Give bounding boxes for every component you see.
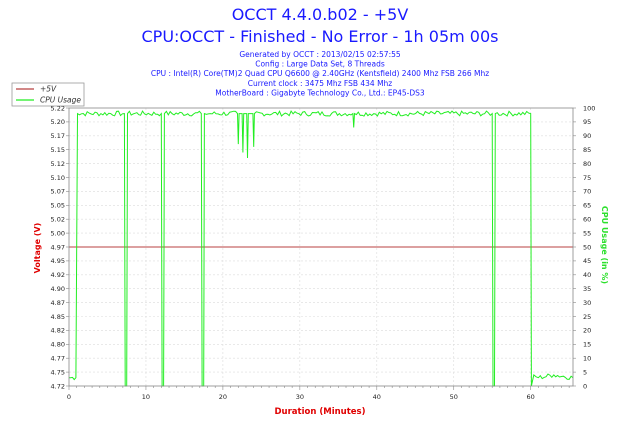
plot-frame	[68, 107, 574, 387]
y-tick-label: 5.17	[51, 132, 65, 140]
x-tick-label: 50	[450, 393, 458, 401]
y2-tick-label: 25	[583, 313, 591, 321]
y2-tick-label: 70	[583, 188, 591, 196]
series-layer	[69, 110, 574, 387]
y-axis-ticks: 4.72 4.75 4.77 4.80 4.82 4.85 4.87 4.90 4.92 4.95…	[51, 104, 69, 390]
x-tick-label: 30	[296, 393, 304, 401]
y2-tick-label: 35	[583, 285, 591, 293]
y-tick-label: 5.22	[51, 104, 65, 112]
y-tick-label: 5.20	[51, 118, 65, 126]
y2-tick-label: 10	[583, 355, 591, 363]
info-block: Generated by OCCT : 2013/02/15 02:57:55C…	[151, 50, 489, 97]
y2-tick-label: 75	[583, 174, 591, 182]
y2-tick-label: 95	[583, 118, 591, 126]
legend: +5V CPU Usage	[11, 82, 85, 107]
y-tick-label: 4.87	[51, 299, 65, 307]
info-line: Generated by OCCT : 2013/02/15 02:57:55	[239, 50, 401, 59]
y2-tick-label: 30	[583, 299, 591, 307]
y-tick-label: 4.97	[51, 243, 65, 251]
y-tick-label: 5.10	[51, 174, 65, 182]
y2-tick-label: 0	[583, 382, 587, 390]
y-tick-label: 4.92	[51, 271, 65, 279]
x-tick-label: 20	[219, 393, 227, 401]
info-line: CPU : Intel(R) Core(TM)2 Quad CPU Q6600 …	[151, 69, 489, 78]
legend-label-voltage: +5V	[40, 85, 57, 94]
x-tick-label: 40	[373, 393, 381, 401]
y2-tick-label: 90	[583, 132, 591, 140]
y2-tick-label: 85	[583, 146, 591, 154]
y-tick-label: 4.95	[51, 257, 65, 265]
x-tick-label: 10	[142, 393, 150, 401]
y-axis-label: Voltage (V)	[33, 223, 42, 274]
y-tick-label: 5.12	[51, 160, 65, 168]
grid	[69, 108, 573, 386]
info-line: MotherBoard : Gigabyte Technology Co., L…	[215, 88, 425, 97]
y-tick-label: 5.00	[51, 229, 65, 237]
y2-tick-label: 80	[583, 160, 591, 168]
y2-tick-label: 40	[583, 271, 591, 279]
y-tick-label: 5.02	[51, 216, 65, 224]
x-axis-ticks: 0 10 20 30 40 50 60	[67, 386, 570, 401]
chart-title: OCCT 4.4.0.b02 - +5V	[232, 5, 409, 24]
x-tick-label: 60	[527, 393, 535, 401]
y-tick-label: 5.07	[51, 188, 65, 196]
chart-subtitle: CPU:OCCT - Finished - No Error - 1h 05m …	[142, 27, 499, 46]
y-tick-label: 5.05	[51, 202, 65, 210]
y2-tick-label: 45	[583, 257, 591, 265]
y-tick-label: 4.72	[51, 382, 65, 390]
x-tick-label: 0	[67, 393, 71, 401]
y-tick-label: 4.80	[51, 341, 65, 349]
x-axis-label: Duration (Minutes)	[275, 407, 366, 417]
info-line: Current clock : 3475 Mhz FSB 434 Mhz	[248, 79, 393, 88]
y2-tick-label: 100	[583, 104, 595, 112]
y2-tick-label: 20	[583, 327, 591, 335]
y2-tick-label: 5	[583, 368, 587, 376]
y-tick-label: 4.77	[51, 355, 65, 363]
y2-axis-ticks: 0 5 10 15 20 25 30 35 40 45 50 55 60 65 70 75 80 85 90 95 10…	[573, 104, 595, 390]
y-tick-label: 4.82	[51, 327, 65, 335]
y2-tick-label: 50	[583, 243, 591, 251]
y-tick-label: 4.75	[51, 368, 65, 376]
legend-label-cpu: CPU Usage	[40, 96, 81, 105]
y2-tick-label: 65	[583, 202, 591, 210]
y2-tick-label: 55	[583, 229, 591, 237]
info-line: Config : Large Data Set, 8 Threads	[255, 60, 385, 69]
y2-tick-label: 15	[583, 341, 591, 349]
y-tick-label: 4.90	[51, 285, 65, 293]
y2-axis-label: CPU Usage (in %)	[600, 206, 609, 284]
series-line-cpu-usage	[69, 110, 574, 387]
y2-tick-label: 60	[583, 216, 591, 224]
y-tick-label: 4.85	[51, 313, 65, 321]
y-tick-label: 5.15	[51, 146, 65, 154]
